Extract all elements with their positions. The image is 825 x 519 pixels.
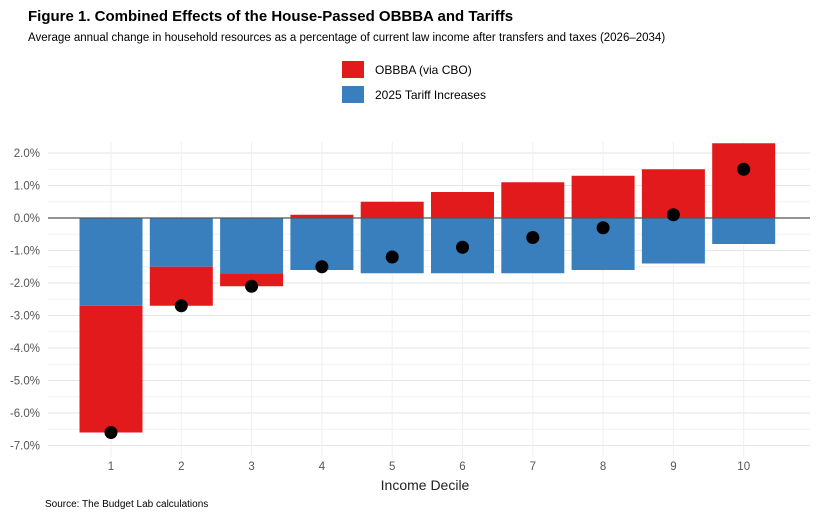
net-point-decile-5: [385, 250, 399, 264]
source-note: Source: The Budget Lab calculations: [45, 499, 209, 510]
net-point-decile-10: [737, 162, 751, 176]
bar-tariff-decile-5: [360, 218, 424, 274]
x-tick-label: 10: [737, 461, 750, 473]
y-tick-label: -5.0%: [10, 376, 40, 388]
legend-label-obbba: OBBBA (via CBO): [375, 62, 472, 77]
net-point-decile-2: [174, 299, 188, 313]
y-tick-label: -6.0%: [10, 408, 40, 420]
chart-subtitle: Average annual change in household resou…: [28, 32, 666, 44]
net-point-decile-7: [526, 231, 540, 244]
y-tick-label: 0.0%: [14, 213, 40, 225]
bar-tariff-decile-3: [220, 218, 284, 274]
bar-tariff-decile-2: [149, 218, 213, 267]
y-tick-label: -7.0%: [10, 441, 40, 453]
bar-obbba-decile-6: [431, 192, 494, 218]
x-tick-label: 3: [248, 461, 254, 473]
bar-tariff-decile-7: [501, 218, 565, 274]
x-tick-label: 6: [459, 461, 465, 473]
bar-tariff-decile-9: [641, 218, 705, 264]
x-tick-label: 2: [178, 461, 184, 473]
x-tick-label: 5: [389, 461, 395, 473]
net-point-decile-4: [315, 260, 329, 274]
net-point-decile-1: [104, 426, 118, 439]
bar-obbba-decile-5: [360, 201, 424, 218]
legend-label-tariff: 2025 Tariff Increases: [375, 87, 486, 102]
legend-item-tariff: 2025 Tariff Increases: [342, 85, 486, 104]
net-point-decile-3: [245, 279, 259, 293]
legend-swatch-obbba: [342, 61, 364, 78]
y-tick-label: -2.0%: [10, 278, 40, 290]
net-point-decile-9: [666, 208, 680, 222]
y-tick-label: -4.0%: [10, 343, 40, 355]
bar-tariff-decile-1: [79, 218, 143, 306]
x-tick-label: 4: [319, 461, 326, 473]
x-axis-label: Income Decile: [381, 477, 470, 493]
x-tick-label: 7: [530, 461, 536, 473]
bar-obbba-decile-10: [712, 143, 776, 218]
net-point-decile-8: [596, 221, 610, 235]
bar-obbba-decile-7: [501, 182, 565, 218]
x-tick-label: 8: [600, 461, 606, 473]
bar-obbba-decile-4: [290, 214, 354, 218]
y-tick-label: 2.0%: [14, 148, 40, 160]
chart-title: Figure 1. Combined Effects of the House-…: [28, 8, 514, 25]
net-point-decile-6: [456, 240, 469, 254]
x-tick-label: 1: [108, 461, 114, 473]
legend-swatch-tariff: [342, 86, 364, 103]
legend: OBBBA (via CBO) 2025 Tariff Increases: [342, 60, 486, 110]
y-tick-label: -1.0%: [10, 246, 40, 258]
x-tick-label: 9: [670, 461, 676, 473]
y-tick-label: -3.0%: [10, 311, 40, 323]
bar-obbba-decile-1: [79, 305, 143, 433]
bar-obbba-decile-8: [571, 175, 635, 218]
bar-tariff-decile-10: [712, 218, 776, 244]
y-tick-label: 1.0%: [14, 181, 40, 193]
legend-item-obbba: OBBBA (via CBO): [342, 60, 486, 79]
